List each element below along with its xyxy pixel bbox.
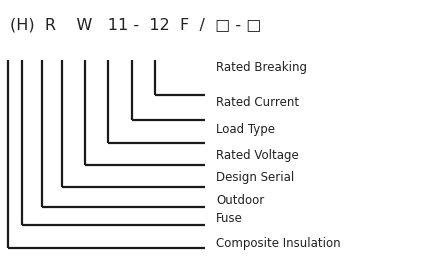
Text: Rated Breaking: Rated Breaking: [216, 60, 307, 73]
Text: Load Type: Load Type: [216, 123, 275, 136]
Text: Design Serial: Design Serial: [216, 172, 294, 185]
Text: (H)  R    W   11 -  12  F  /  □ - □: (H) R W 11 - 12 F / □ - □: [10, 18, 261, 33]
Text: Rated Voltage: Rated Voltage: [216, 148, 299, 161]
Text: Outdoor: Outdoor: [216, 194, 264, 207]
Text: Rated Current: Rated Current: [216, 97, 299, 109]
Text: Fuse: Fuse: [216, 211, 243, 224]
Text: Composite Insulation: Composite Insulation: [216, 238, 340, 251]
